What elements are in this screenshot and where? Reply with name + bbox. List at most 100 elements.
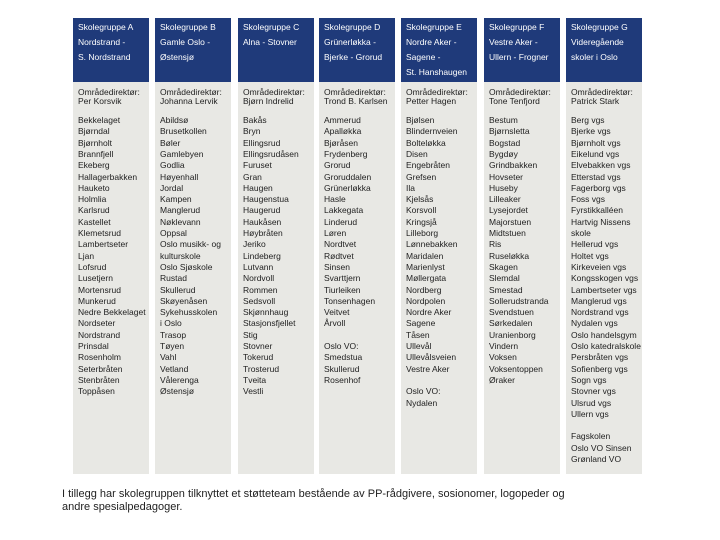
director-label: Områdedirektør: bbox=[243, 87, 305, 97]
group-header: Skolegruppe A Nordstrand - S. Nordstrand bbox=[73, 18, 149, 82]
school: Skagen bbox=[489, 261, 518, 272]
school: Haugenstua bbox=[243, 194, 289, 205]
school: Hauketo bbox=[78, 182, 110, 193]
school: Brusetkollen bbox=[160, 126, 207, 137]
school: Bryn bbox=[243, 126, 261, 137]
school: Vestre Aker bbox=[406, 363, 450, 374]
director-label: Områdedirektør: bbox=[406, 87, 468, 97]
school: Vestli bbox=[243, 386, 264, 397]
school: Bestum bbox=[489, 115, 518, 125]
director-name: Bjørn Indrelid bbox=[243, 96, 294, 106]
school: Klemetsrud bbox=[78, 228, 121, 238]
school: skole bbox=[571, 228, 591, 238]
school: Bolteløkka bbox=[406, 137, 446, 148]
school: Trosterud bbox=[243, 363, 280, 374]
group-area: Gamle Oslo - bbox=[160, 37, 211, 47]
group-title: Skolegruppe A bbox=[78, 22, 134, 32]
school: Bjøråsen bbox=[324, 137, 359, 148]
school-extra: Nydalen bbox=[406, 397, 438, 408]
school: Sedsvoll bbox=[243, 295, 276, 306]
school: Bekkelaget bbox=[78, 115, 121, 125]
school: Skjønnhaug bbox=[243, 307, 289, 318]
school: Groruddalen bbox=[324, 171, 372, 182]
school: Hallagerbakken bbox=[78, 171, 138, 182]
group-area: Vestre Aker - bbox=[489, 37, 538, 47]
school: Vindern bbox=[489, 341, 519, 351]
school: Ellingsrud bbox=[243, 137, 281, 148]
school: Smestad bbox=[489, 284, 523, 295]
school: Skøyenåsen bbox=[160, 295, 208, 306]
school: Bjørnholt bbox=[78, 137, 113, 148]
school: Ruseløkka bbox=[489, 250, 530, 261]
school: Sogn vgs bbox=[571, 374, 607, 385]
school: Rosenholm bbox=[78, 352, 121, 363]
school: Huseby bbox=[489, 182, 518, 193]
school: Nordstrand bbox=[78, 329, 121, 340]
director-name: Trond B. Karlsen bbox=[324, 96, 388, 106]
school: Kongsskogen vgs bbox=[571, 273, 639, 284]
director-name: Petter Hagen bbox=[406, 96, 457, 106]
school: Sofienberg vgs bbox=[571, 363, 628, 374]
school: Kjelsås bbox=[406, 194, 434, 205]
school: Grorud bbox=[324, 160, 351, 171]
footer-text: andre spesialpedagoger. bbox=[62, 501, 183, 513]
school: Sykehusskolen bbox=[160, 307, 218, 318]
director-name: Per Korsvik bbox=[78, 96, 122, 106]
school: Lambertseter vgs bbox=[571, 284, 637, 295]
school: Ellingsrudåsen bbox=[243, 148, 299, 159]
director-label: Områdedirektør: bbox=[489, 87, 551, 97]
school: Vålerenga bbox=[160, 374, 199, 385]
director-label: Områdedirektør: bbox=[160, 87, 222, 97]
school: Ullern vgs bbox=[571, 408, 609, 419]
school: Vetland bbox=[160, 363, 189, 374]
school: Lindeberg bbox=[243, 250, 281, 261]
director-label: Områdedirektør: bbox=[78, 87, 140, 97]
school: Sørkedalen bbox=[489, 318, 533, 329]
school-extra: Oslo VO Sinsen bbox=[571, 442, 632, 453]
school: Bøler bbox=[160, 137, 181, 148]
school: Karlsrud bbox=[78, 205, 110, 216]
school: Skullerud bbox=[160, 284, 196, 295]
group-title: Skolegruppe B bbox=[160, 22, 216, 32]
school: Manglerud vgs bbox=[571, 295, 627, 306]
group-area: Alna - Stovner bbox=[243, 37, 297, 47]
school: Uranienborg bbox=[489, 329, 536, 340]
group-header: Skolegruppe C Alna - Stovner bbox=[238, 18, 314, 82]
school: Frydenberg bbox=[324, 148, 368, 159]
director-label: Områdedirektør: bbox=[571, 87, 633, 97]
school: Oslo musikk- og bbox=[160, 239, 221, 250]
school: Stenbråten bbox=[78, 374, 120, 385]
school: Holmlia bbox=[78, 194, 107, 205]
school-extra: Rosenhof bbox=[324, 374, 361, 385]
school: Bjørnsletta bbox=[489, 126, 530, 137]
school: Voksentoppen bbox=[489, 363, 543, 374]
director-label: Områdedirektør: bbox=[324, 87, 386, 97]
school: Tokerud bbox=[243, 352, 274, 363]
school: Kastellet bbox=[78, 216, 111, 227]
school: Høybråten bbox=[243, 228, 283, 238]
group-column: Skolegruppe C Alna - Stovner Områdedirektø… bbox=[238, 18, 314, 474]
school: Bygdøy bbox=[489, 148, 518, 159]
school: Lønnebakken bbox=[406, 239, 458, 250]
school: Ekeberg bbox=[78, 160, 110, 171]
school: Disen bbox=[406, 148, 428, 159]
school: Oslo katedralskole bbox=[571, 341, 641, 351]
school: Korsvoll bbox=[406, 205, 437, 216]
school: Nydalen vgs bbox=[571, 318, 618, 329]
school: Grindbakken bbox=[489, 160, 538, 171]
school: Gran bbox=[243, 171, 262, 182]
footer-text: I tillegg har skolegruppen tilknyttet et… bbox=[62, 488, 565, 500]
school: Fyrstikkalléen bbox=[571, 205, 623, 216]
school: Apalløkka bbox=[324, 126, 362, 137]
school: Bakås bbox=[243, 115, 267, 125]
school: Eikelund vgs bbox=[571, 148, 620, 159]
school: Blindernveien bbox=[406, 126, 458, 137]
school: Bjølsen bbox=[406, 115, 435, 125]
school: Rommen bbox=[243, 284, 278, 295]
school: Lakkegata bbox=[324, 205, 364, 216]
school: Foss vgs bbox=[571, 194, 606, 205]
group-column: Skolegruppe G Videregående skoler i Oslo Om… bbox=[566, 18, 642, 474]
school: Lofsrud bbox=[78, 261, 107, 272]
school: Grünerløkka bbox=[324, 182, 371, 193]
school: Nøklevann bbox=[160, 216, 201, 227]
